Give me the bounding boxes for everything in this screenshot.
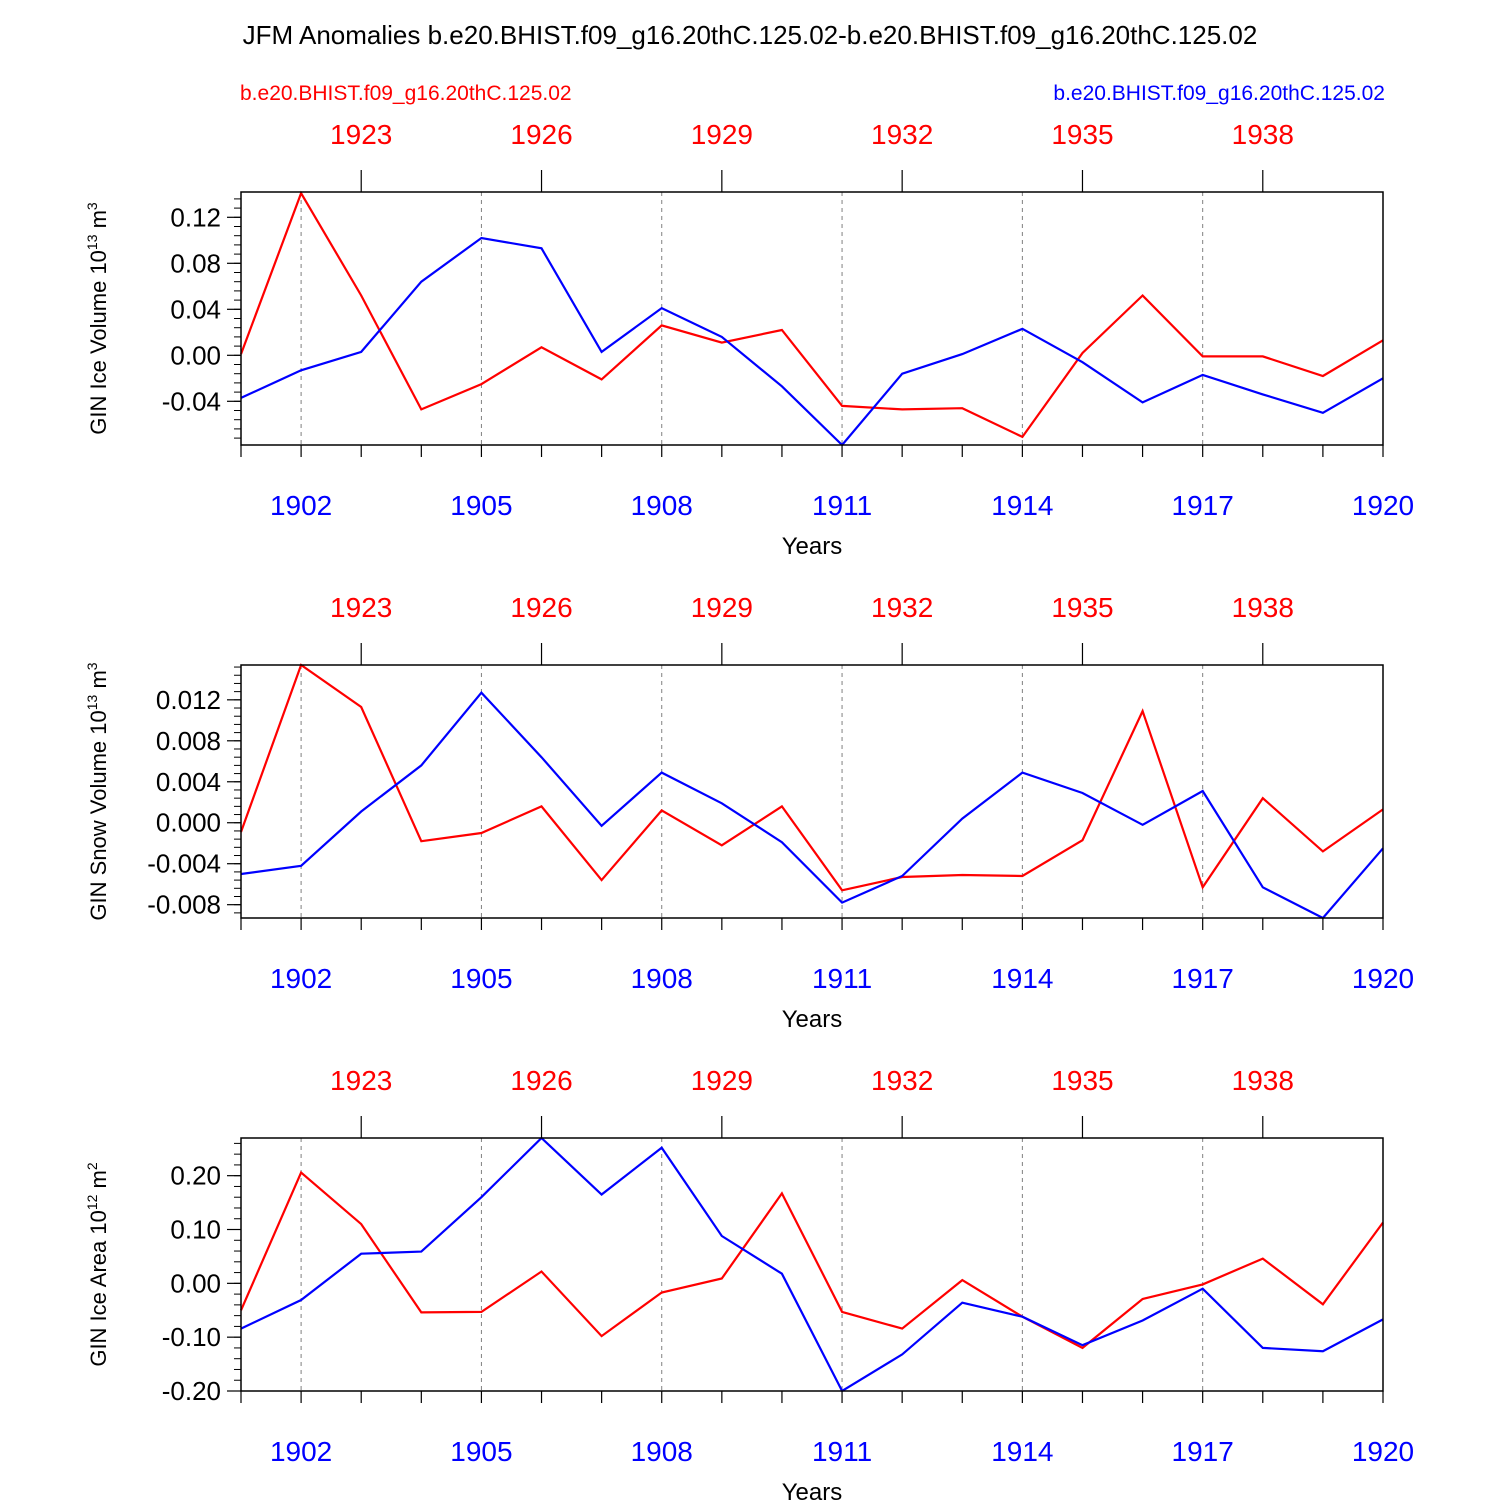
- x-top-tick-label: 1923: [330, 119, 392, 150]
- x-bottom-tick-label: 1920: [1352, 1436, 1414, 1467]
- x-bottom-tick-label: 1917: [1172, 963, 1234, 994]
- x-top-tick-label: 1926: [510, 592, 572, 623]
- y-axis-title-part: m: [86, 210, 111, 234]
- x-bottom-tick-label: 1902: [270, 1436, 332, 1467]
- x-top-tick-label: 1929: [691, 592, 753, 623]
- y-tick-label: 0.08: [170, 248, 221, 278]
- x-bottom-tick-label: 1911: [812, 490, 872, 521]
- y-axis-title-superscript: 2: [84, 1162, 100, 1170]
- x-bottom-tick-label: 1902: [270, 490, 332, 521]
- series-line-blue: [240, 1136, 1384, 1393]
- x-bottom-tick-label: 1905: [450, 1436, 512, 1467]
- y-axis-title-superscript: 3: [84, 202, 100, 210]
- y-tick-label: 0.10: [170, 1215, 221, 1245]
- x-bottom-tick-label: 1911: [812, 1436, 872, 1467]
- y-axis-title-superscript: 13: [84, 694, 100, 710]
- x-bottom-tick-label: 1911: [812, 963, 872, 994]
- y-axis-title-part: GIN Snow Volume 10: [86, 710, 111, 920]
- y-axis-title-part: m: [86, 1170, 111, 1194]
- y-tick-label: 0.00: [170, 1268, 221, 1298]
- y-axis-title: GIN Ice Volume 1013 m3: [84, 202, 111, 435]
- y-axis-title-superscript: 13: [84, 234, 100, 250]
- x-top-tick-label: 1932: [871, 119, 933, 150]
- chart-panels: -0.04 0.00 0.04 0.08 0.12 1902 1905 1908 1911 191…: [84, 119, 1414, 1500]
- y-tick-label: 0.004: [156, 767, 221, 797]
- x-top-tick-label: 1935: [1051, 592, 1113, 623]
- chart-panel-3: -0.20 -0.10 0.00 0.10 0.20 1902 1905 1908 1911 19…: [84, 1065, 1414, 1500]
- y-tick-label: 0.000: [156, 808, 221, 838]
- x-bottom-tick-label: 1920: [1352, 963, 1414, 994]
- y-tick-label: 0.00: [170, 340, 221, 370]
- y-tick-label: 0.12: [170, 202, 221, 232]
- series-line-red: [239, 1170, 1384, 1350]
- y-tick-label: -0.004: [147, 849, 221, 879]
- x-top-tick-label: 1938: [1232, 119, 1294, 150]
- x-top-tick-label: 1926: [510, 1065, 572, 1096]
- x-top-tick-label: 1932: [871, 592, 933, 623]
- y-tick-label: 0.008: [156, 726, 221, 756]
- x-axis-title: Years: [782, 1479, 843, 1500]
- series-line-blue: [240, 236, 1384, 447]
- series-line-red: [239, 190, 1384, 439]
- y-axis-title-superscript: 12: [84, 1194, 100, 1210]
- x-bottom-tick-label: 1914: [991, 1436, 1053, 1467]
- series-line-red: [239, 663, 1384, 892]
- y-axis-title-part: GIN Ice Volume 10: [86, 250, 111, 435]
- x-top-tick-label: 1932: [871, 1065, 933, 1096]
- y-tick-label: 0.012: [156, 685, 221, 715]
- x-bottom-tick-label: 1917: [1172, 490, 1234, 521]
- x-top-tick-label: 1938: [1232, 592, 1294, 623]
- y-axis-title: GIN Snow Volume 1013 m3: [84, 662, 111, 920]
- x-top-tick-label: 1938: [1232, 1065, 1294, 1096]
- y-tick-label: -0.20: [162, 1376, 221, 1406]
- x-top-tick-label: 1935: [1051, 1065, 1113, 1096]
- legend-left-label: b.e20.BHIST.f09_g16.20thC.125.02: [240, 82, 572, 105]
- x-top-tick-label: 1935: [1051, 119, 1113, 150]
- x-top-tick-label: 1929: [691, 119, 753, 150]
- series-line-blue: [240, 691, 1384, 920]
- y-tick-label: 0.20: [170, 1161, 221, 1191]
- x-bottom-tick-label: 1920: [1352, 490, 1414, 521]
- y-axis-title: GIN Ice Area 1012 m2: [84, 1162, 111, 1367]
- x-top-tick-label: 1923: [330, 1065, 392, 1096]
- y-axis-title-superscript: 3: [84, 662, 100, 670]
- chart-panel-2: -0.008 -0.004 0.000 0.004 0.008 0.012 1902 1905…: [84, 592, 1414, 1033]
- x-top-tick-label: 1929: [691, 1065, 753, 1096]
- y-tick-label: -0.10: [162, 1322, 221, 1352]
- y-tick-label: -0.008: [147, 890, 221, 920]
- figure-title: JFM Anomalies b.e20.BHIST.f09_g16.20thC.…: [243, 20, 1258, 50]
- x-bottom-tick-label: 1905: [450, 963, 512, 994]
- x-axis-title: Years: [782, 533, 843, 560]
- x-bottom-tick-label: 1914: [991, 963, 1053, 994]
- x-bottom-tick-label: 1908: [631, 1436, 693, 1467]
- x-top-tick-label: 1923: [330, 592, 392, 623]
- x-bottom-tick-label: 1905: [450, 490, 512, 521]
- x-top-tick-label: 1926: [510, 119, 572, 150]
- y-tick-label: 0.04: [170, 294, 221, 324]
- x-bottom-tick-label: 1914: [991, 490, 1053, 521]
- plot-frame: [240, 664, 1384, 919]
- chart-panel-1: -0.04 0.00 0.04 0.08 0.12 1902 1905 1908 1911 191…: [84, 119, 1414, 560]
- legend-right-label: b.e20.BHIST.f09_g16.20thC.125.02: [1053, 82, 1385, 105]
- x-bottom-tick-label: 1917: [1172, 1436, 1234, 1467]
- plot-frame: [240, 1137, 1384, 1392]
- x-bottom-tick-label: 1908: [631, 490, 693, 521]
- x-bottom-tick-label: 1908: [631, 963, 693, 994]
- y-axis-title-part: m: [86, 670, 111, 694]
- x-bottom-tick-label: 1902: [270, 963, 332, 994]
- y-axis-title-part: GIN Ice Area 10: [86, 1210, 111, 1367]
- x-axis-title: Years: [782, 1006, 843, 1033]
- y-tick-label: -0.04: [162, 386, 221, 416]
